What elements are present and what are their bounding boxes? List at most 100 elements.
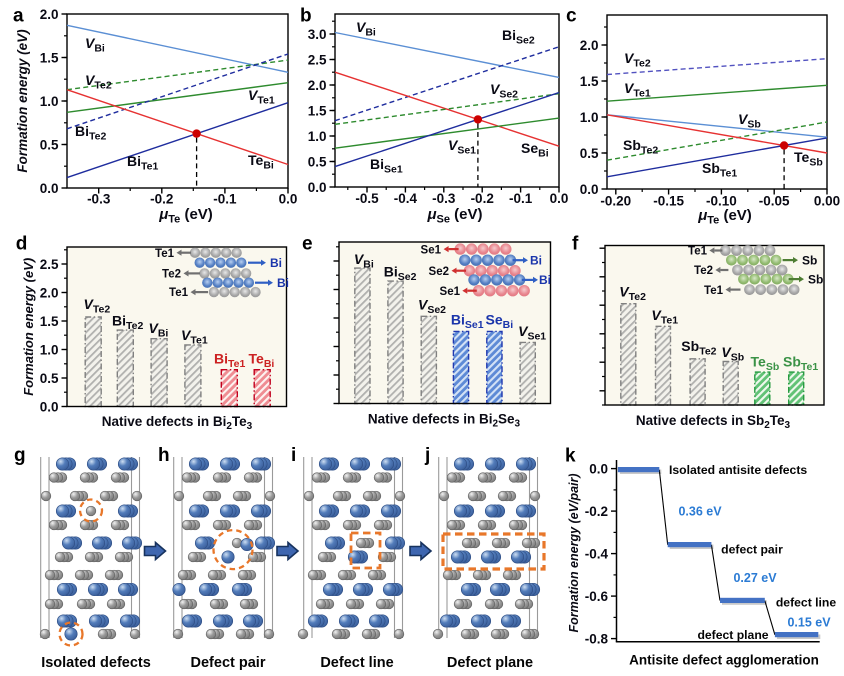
svg-text:VBi: VBi <box>149 320 169 340</box>
svg-text:Formation energy (eV/pair): Formation energy (eV/pair) <box>567 473 581 632</box>
svg-text:1.5: 1.5 <box>40 314 59 329</box>
svg-text:Sb: Sb <box>802 253 817 267</box>
svg-text:SbTe2: SbTe2 <box>623 137 658 157</box>
svg-text:j: j <box>424 445 430 466</box>
svg-text:Bi: Bi <box>539 273 551 287</box>
svg-text:Defect line: Defect line <box>320 655 393 671</box>
svg-text:Te1: Te1 <box>169 287 189 299</box>
svg-text:2.5: 2.5 <box>40 257 59 272</box>
svg-text:1.5: 1.5 <box>308 103 327 118</box>
svg-text:VSe1: VSe1 <box>448 137 476 157</box>
svg-text:b: b <box>300 6 312 27</box>
svg-text:h: h <box>158 445 170 466</box>
svg-text:0.0: 0.0 <box>550 191 569 206</box>
svg-text:Formation energy (eV): Formation energy (eV) <box>21 258 36 396</box>
svg-text:VTe1: VTe1 <box>181 327 208 347</box>
svg-text:μTe (eV): μTe (eV) <box>697 207 752 227</box>
svg-text:Isolated defects: Isolated defects <box>41 655 151 671</box>
svg-text:0.27 eV: 0.27 eV <box>733 571 777 585</box>
svg-text:VSe1: VSe1 <box>518 323 546 343</box>
svg-text:k: k <box>565 446 576 467</box>
svg-text:-0.2: -0.2 <box>585 504 608 519</box>
svg-text:-0.10: -0.10 <box>706 194 737 209</box>
svg-text:VBi: VBi <box>85 35 105 55</box>
svg-text:BiTe1: BiTe1 <box>127 153 158 173</box>
svg-text:VSb: VSb <box>738 111 761 131</box>
svg-text:BiTe2: BiTe2 <box>112 312 143 332</box>
svg-text:0.0: 0.0 <box>308 180 327 195</box>
svg-text:-0.4: -0.4 <box>585 546 609 561</box>
svg-text:Te2: Te2 <box>162 269 181 281</box>
svg-text:1.5: 1.5 <box>40 50 59 65</box>
svg-text:2.0: 2.0 <box>308 78 327 93</box>
svg-text:Native defects in Bi2Se3: Native defects in Bi2Se3 <box>368 412 521 430</box>
svg-text:-0.8: -0.8 <box>585 631 609 646</box>
svg-text:μSe (eV): μSe (eV) <box>426 206 482 226</box>
svg-text:2.0: 2.0 <box>40 7 59 22</box>
svg-text:VBi: VBi <box>356 19 376 39</box>
svg-text:defect plane: defect plane <box>697 628 768 642</box>
svg-text:SbTe2: SbTe2 <box>681 338 716 358</box>
svg-text:0.00: 0.00 <box>814 194 840 209</box>
svg-text:VTe1: VTe1 <box>248 87 275 107</box>
svg-text:e: e <box>302 234 313 255</box>
svg-text:-0.4: -0.4 <box>394 191 418 206</box>
svg-text:0.0: 0.0 <box>580 182 599 197</box>
svg-text:1.0: 1.0 <box>580 110 599 125</box>
svg-text:0.5: 0.5 <box>40 137 59 152</box>
svg-text:TeSb: TeSb <box>751 354 780 374</box>
svg-text:VSe2: VSe2 <box>418 297 446 317</box>
svg-text:Se1: Se1 <box>440 286 461 298</box>
svg-text:-0.1: -0.1 <box>213 192 237 207</box>
svg-text:-0.3: -0.3 <box>432 191 456 206</box>
svg-text:VBi: VBi <box>354 251 374 271</box>
svg-text:-0.2: -0.2 <box>150 192 173 207</box>
svg-text:c: c <box>566 6 577 27</box>
svg-text:2.5: 2.5 <box>308 52 327 67</box>
svg-text:BiSe2: BiSe2 <box>502 27 535 47</box>
svg-text:-0.6: -0.6 <box>585 589 609 604</box>
svg-text:Bi: Bi <box>270 256 282 270</box>
svg-text:VTe2: VTe2 <box>84 296 111 316</box>
svg-text:SbTe1: SbTe1 <box>702 160 737 180</box>
svg-text:SeBi: SeBi <box>521 140 549 160</box>
svg-text:3.0: 3.0 <box>308 27 327 42</box>
svg-text:1.0: 1.0 <box>40 342 59 357</box>
svg-text:i: i <box>291 445 296 466</box>
svg-text:f: f <box>572 234 579 255</box>
svg-text:BiSe1: BiSe1 <box>370 156 403 176</box>
svg-text:Se2: Se2 <box>429 266 449 278</box>
svg-text:-0.15: -0.15 <box>653 194 684 209</box>
svg-text:Isolated antisite defects: Isolated antisite defects <box>669 463 807 477</box>
svg-text:defect pair: defect pair <box>721 543 783 557</box>
svg-text:0.36 eV: 0.36 eV <box>678 505 722 519</box>
svg-text:1.0: 1.0 <box>40 94 59 109</box>
svg-text:VTe2: VTe2 <box>619 284 646 304</box>
svg-text:BiTe2: BiTe2 <box>75 123 106 143</box>
svg-text:0.0: 0.0 <box>40 399 59 414</box>
svg-text:Defect plane: Defect plane <box>447 655 533 671</box>
svg-text:BiTe1: BiTe1 <box>214 351 245 371</box>
svg-text:TeBi: TeBi <box>248 152 274 172</box>
svg-text:a: a <box>13 6 24 27</box>
svg-text:d: d <box>16 234 28 255</box>
svg-text:-0.05: -0.05 <box>759 194 790 209</box>
svg-text:BiSe2: BiSe2 <box>384 264 417 284</box>
svg-text:Bi: Bi <box>277 276 289 290</box>
svg-text:2.0: 2.0 <box>580 38 599 53</box>
svg-text:Te1: Te1 <box>155 248 175 260</box>
svg-text:-0.3: -0.3 <box>87 192 111 207</box>
svg-text:TeBi: TeBi <box>249 351 275 371</box>
svg-text:0.0: 0.0 <box>589 461 608 476</box>
svg-text:VSe2: VSe2 <box>490 81 518 101</box>
svg-text:g: g <box>14 445 26 466</box>
svg-text:0.5: 0.5 <box>580 146 599 161</box>
svg-text:1.5: 1.5 <box>580 74 599 89</box>
svg-text:Te1: Te1 <box>688 246 708 258</box>
svg-text:VTe1: VTe1 <box>624 80 651 100</box>
svg-text:Antisite defect agglomeration: Antisite defect agglomeration <box>629 653 819 668</box>
svg-text:SbTe1: SbTe1 <box>783 354 818 374</box>
svg-text:VTe1: VTe1 <box>651 307 678 327</box>
svg-text:0.5: 0.5 <box>308 154 327 169</box>
svg-text:VTe2: VTe2 <box>85 72 112 92</box>
